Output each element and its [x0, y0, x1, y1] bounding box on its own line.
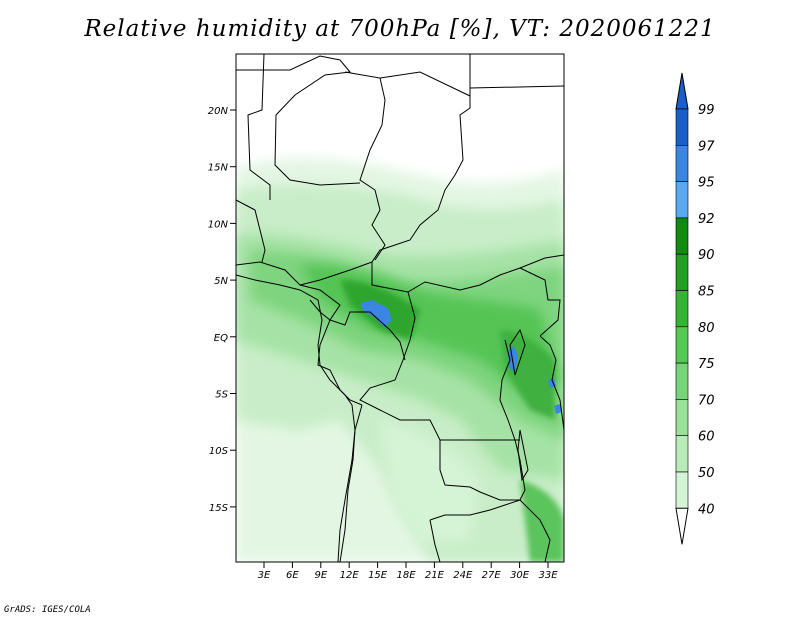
- colorbar-label: 90: [698, 248, 715, 263]
- lon-tick-label: 21E: [425, 570, 445, 581]
- lat-tick-label: 15S: [209, 503, 229, 514]
- colorbar-segment: [675, 145, 689, 182]
- chart-title: Relative humidity at 700hPa [%], VT: 202…: [84, 16, 716, 42]
- lon-tick-label: 30E: [510, 570, 530, 581]
- lat-tick-label: 5S: [215, 390, 228, 401]
- lat-tick-label: 20N: [208, 106, 229, 117]
- high-humidity-area: [508, 346, 518, 372]
- lon-tick-label: 9E: [314, 570, 327, 581]
- longitude-axis: 3E 6E 9E 12E 15E 18E 21E 24E 27E 30E 33E: [258, 562, 558, 581]
- colorbar-label: 97: [698, 139, 715, 154]
- colorbar-segment: [675, 326, 689, 364]
- colorbar-segment: [675, 471, 689, 509]
- lon-tick-label: 27E: [482, 570, 502, 581]
- colorbar-segment: [675, 435, 689, 473]
- lon-tick-label: 6E: [286, 570, 299, 581]
- map-frame: [235, 53, 565, 563]
- lon-tick-label: 18E: [396, 570, 416, 581]
- colorbar-segment: [675, 362, 689, 400]
- lon-tick-label: 33E: [538, 570, 558, 581]
- lon-tick-label: 15E: [368, 570, 388, 581]
- lat-tick-label: 10N: [208, 219, 229, 230]
- colorbar-label: 70: [698, 393, 715, 408]
- colorbar-label: 95: [698, 176, 715, 191]
- colorbar-label: 99: [698, 103, 715, 118]
- lat-tick-label: 10S: [209, 446, 229, 457]
- lon-tick-label: 24E: [453, 570, 473, 581]
- colorbar-label: 40: [698, 502, 715, 517]
- high-humidity-area: [360, 300, 392, 328]
- credit-text: GrADS: IGES/COLA: [4, 605, 91, 615]
- country-borders: [236, 54, 564, 562]
- coastline: [236, 274, 529, 562]
- colorbar-segment: [675, 399, 689, 436]
- colorbar-label: 60: [698, 430, 715, 445]
- colorbar-segment: [675, 253, 689, 291]
- lon-tick-label: 3E: [258, 570, 271, 581]
- colorbar-triangle-top: [675, 72, 689, 110]
- humidity-field: [236, 54, 564, 562]
- lat-tick-label: 5N: [214, 276, 228, 287]
- colorbar-segment: [675, 181, 689, 219]
- colorbar-segment: [675, 108, 689, 146]
- colorbar-label: 50: [698, 466, 715, 481]
- colorbar-triangle-bottom: [675, 507, 689, 545]
- colorbar: 99 97 95 92 90 85 80 75 70 60 50 40: [675, 72, 715, 545]
- lat-tick-label: EQ: [214, 333, 228, 344]
- colorbar-label: 75: [698, 357, 715, 372]
- colorbar-label: 85: [698, 285, 715, 300]
- colorbar-label: 92: [698, 212, 715, 227]
- lon-tick-label: 12E: [340, 570, 360, 581]
- latitude-axis: 20N 15N 10N 5N EQ 5S 10S 15S: [208, 106, 236, 514]
- colorbar-segment: [675, 217, 689, 255]
- high-humidity-area: [554, 404, 562, 414]
- lat-tick-label: 15N: [208, 163, 229, 174]
- colorbar-segment: [675, 290, 689, 328]
- colorbar-label: 80: [698, 321, 715, 336]
